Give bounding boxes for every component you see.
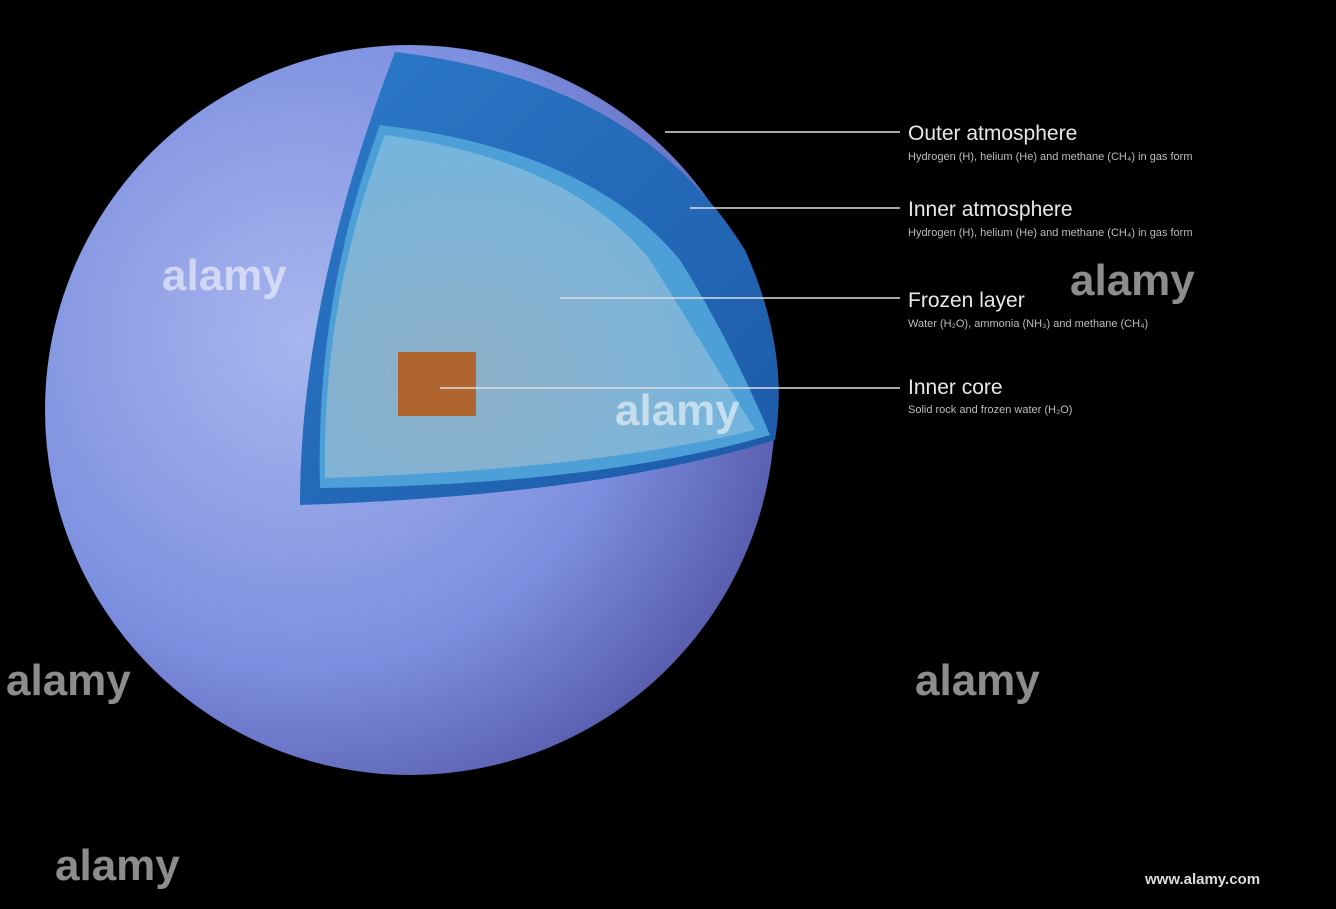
label-title: Frozen layer bbox=[908, 289, 1025, 312]
label-title: Outer atmosphere bbox=[908, 122, 1077, 145]
watermark: alamy bbox=[915, 656, 1040, 705]
label-description: Hydrogen (H), helium (He) and methane (C… bbox=[908, 227, 1192, 239]
watermark: alamy bbox=[615, 386, 740, 435]
watermark: alamy bbox=[162, 251, 287, 300]
label-title: Inner core bbox=[908, 376, 1003, 399]
footer-site: www.alamy.com bbox=[1144, 871, 1260, 888]
inner-core bbox=[398, 352, 476, 416]
label-description: Hydrogen (H), helium (He) and methane (C… bbox=[908, 151, 1192, 163]
label-description: Water (H₂O), ammonia (NH₃) and methane (… bbox=[908, 318, 1148, 330]
watermark: alamy bbox=[6, 656, 131, 705]
label-description: Solid rock and frozen water (H₂O) bbox=[908, 404, 1072, 416]
label-title: Inner atmosphere bbox=[908, 198, 1073, 221]
watermark: alamy bbox=[1070, 256, 1195, 305]
watermark: alamy bbox=[55, 841, 180, 890]
